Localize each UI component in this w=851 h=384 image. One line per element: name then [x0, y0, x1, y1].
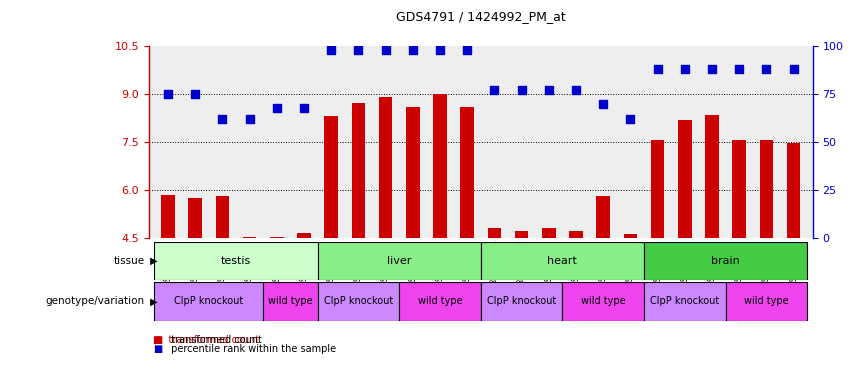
- Text: genotype/variation: genotype/variation: [46, 296, 145, 306]
- Text: brain: brain: [711, 256, 740, 266]
- Text: liver: liver: [387, 256, 411, 266]
- Point: [488, 87, 501, 93]
- Bar: [705, 115, 719, 238]
- Bar: [624, 234, 637, 238]
- Text: wild type: wild type: [268, 296, 312, 306]
- Bar: [542, 228, 556, 238]
- Text: ClpP knockout: ClpP knockout: [174, 296, 243, 306]
- Text: heart: heart: [547, 256, 577, 266]
- Bar: [154, 242, 317, 280]
- Bar: [433, 94, 447, 238]
- Bar: [726, 282, 808, 321]
- Text: ClpP knockout: ClpP knockout: [487, 296, 557, 306]
- Point: [678, 66, 692, 72]
- Bar: [324, 116, 338, 238]
- Bar: [760, 141, 774, 238]
- Bar: [787, 143, 801, 238]
- Bar: [644, 282, 726, 321]
- Text: ▶: ▶: [147, 256, 157, 266]
- Bar: [379, 97, 392, 238]
- Bar: [597, 197, 610, 238]
- Point: [597, 101, 610, 107]
- Bar: [297, 233, 311, 238]
- Point: [705, 66, 719, 72]
- Point: [651, 66, 665, 72]
- Text: ▶: ▶: [147, 296, 157, 306]
- Bar: [351, 103, 365, 238]
- Bar: [406, 107, 420, 238]
- Point: [542, 87, 556, 93]
- Point: [733, 66, 746, 72]
- Text: wild type: wild type: [581, 296, 625, 306]
- Bar: [678, 120, 692, 238]
- Point: [406, 47, 420, 53]
- Text: wild type: wild type: [744, 296, 789, 306]
- Text: ClpP knockout: ClpP knockout: [650, 296, 719, 306]
- Bar: [270, 237, 283, 238]
- Point: [569, 87, 583, 93]
- Bar: [733, 141, 746, 238]
- Point: [433, 47, 447, 53]
- Bar: [399, 282, 481, 321]
- Bar: [215, 196, 229, 238]
- Bar: [644, 242, 808, 280]
- Bar: [569, 231, 583, 238]
- Text: testis: testis: [221, 256, 251, 266]
- Bar: [154, 282, 263, 321]
- Point: [760, 66, 774, 72]
- Point: [161, 91, 174, 97]
- Text: ■: ■: [153, 344, 163, 354]
- Bar: [481, 282, 563, 321]
- Point: [460, 47, 474, 53]
- Text: ■  transformed count: ■ transformed count: [153, 335, 260, 345]
- Bar: [263, 282, 317, 321]
- Point: [515, 87, 528, 93]
- Bar: [317, 242, 481, 280]
- Bar: [188, 198, 202, 238]
- Text: percentile rank within the sample: percentile rank within the sample: [168, 344, 336, 354]
- Bar: [317, 282, 399, 321]
- Point: [297, 104, 311, 111]
- Bar: [243, 237, 256, 238]
- Bar: [460, 107, 474, 238]
- Bar: [481, 242, 644, 280]
- Point: [270, 104, 283, 111]
- Point: [215, 116, 229, 122]
- Text: GDS4791 / 1424992_PM_at: GDS4791 / 1424992_PM_at: [396, 10, 566, 23]
- Point: [379, 47, 392, 53]
- Bar: [515, 231, 528, 238]
- Bar: [563, 282, 644, 321]
- Bar: [488, 228, 501, 238]
- Bar: [651, 141, 665, 238]
- Point: [624, 116, 637, 122]
- Point: [324, 47, 338, 53]
- Point: [188, 91, 202, 97]
- Text: ■: ■: [153, 335, 163, 345]
- Point: [243, 116, 256, 122]
- Text: wild type: wild type: [418, 296, 462, 306]
- Point: [787, 66, 801, 72]
- Point: [351, 47, 365, 53]
- Bar: [161, 195, 174, 238]
- Text: ClpP knockout: ClpP knockout: [323, 296, 393, 306]
- Text: tissue: tissue: [113, 256, 145, 266]
- Text: transformed count: transformed count: [168, 335, 261, 345]
